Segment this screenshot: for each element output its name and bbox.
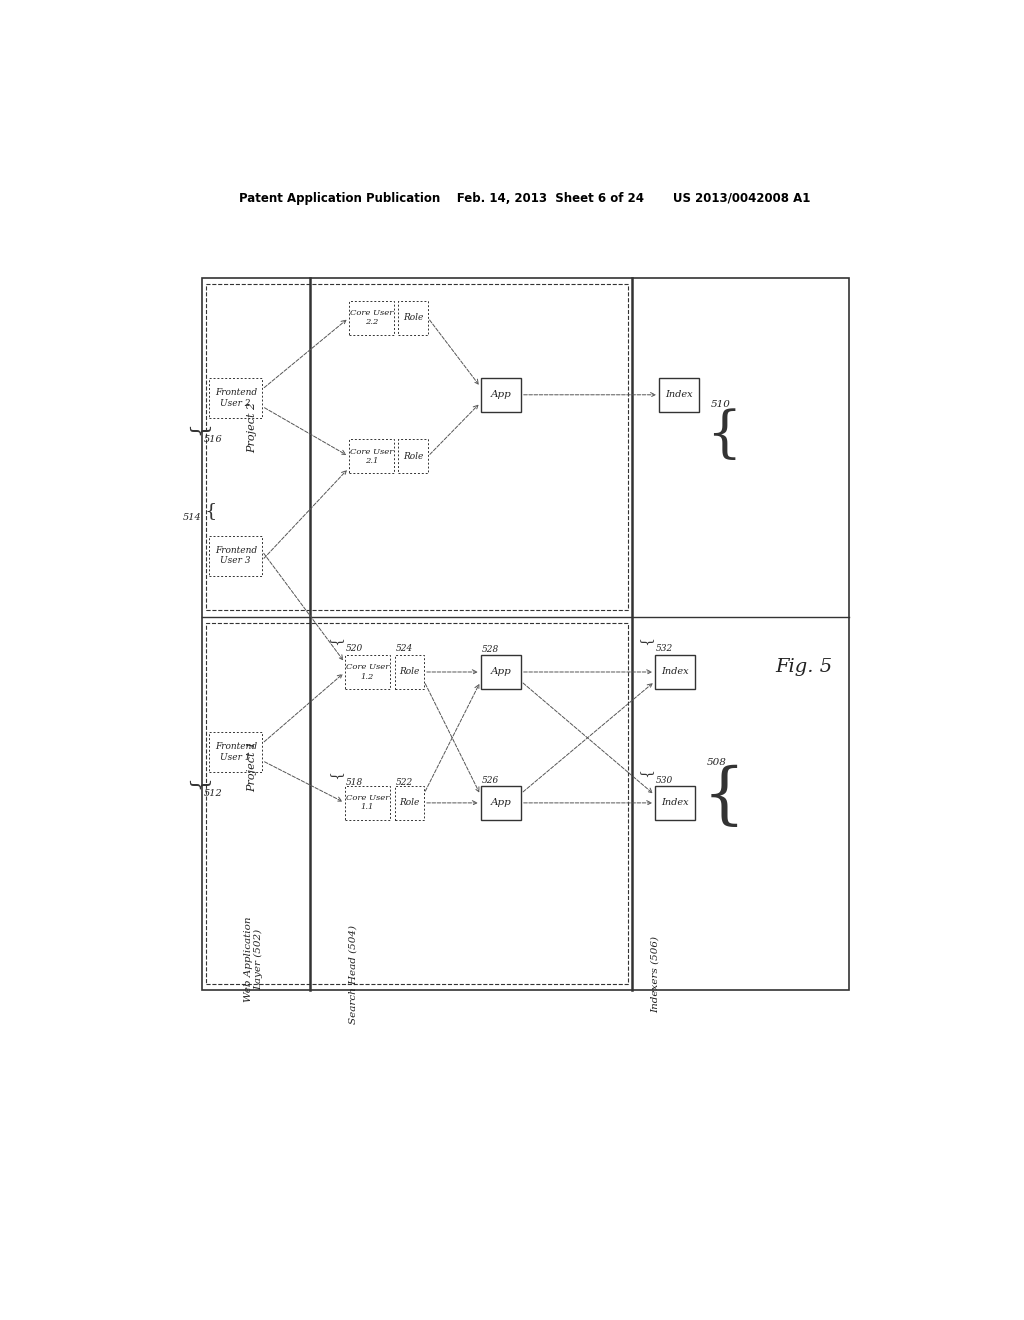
Text: App: App — [490, 799, 511, 808]
Bar — [480, 785, 521, 820]
Text: Core User
1.2: Core User 1.2 — [346, 664, 389, 681]
Text: Index: Index — [662, 799, 689, 808]
Text: 512: 512 — [204, 789, 222, 799]
Bar — [209, 378, 262, 418]
Text: 508: 508 — [707, 759, 727, 767]
Bar — [209, 733, 262, 772]
Bar — [345, 785, 390, 820]
Text: 516: 516 — [204, 436, 222, 444]
Text: Core User
2.2: Core User 2.2 — [350, 309, 393, 326]
Bar — [202, 277, 849, 990]
Text: 522: 522 — [395, 777, 413, 787]
Bar — [345, 655, 390, 689]
Text: }: } — [638, 770, 652, 779]
Bar — [349, 301, 394, 335]
Text: {: { — [702, 764, 744, 830]
Text: 532: 532 — [655, 644, 673, 653]
Text: Patent Application Publication    Feb. 14, 2013  Sheet 6 of 24       US 2013/004: Patent Application Publication Feb. 14, … — [240, 191, 810, 205]
Bar — [480, 378, 521, 412]
Text: }: } — [328, 771, 342, 780]
Text: Role: Role — [399, 799, 420, 808]
Text: Fig. 5: Fig. 5 — [775, 657, 833, 676]
Bar — [655, 655, 695, 689]
Bar — [394, 655, 424, 689]
Text: Role: Role — [403, 451, 423, 461]
Text: Core User
1.1: Core User 1.1 — [346, 795, 389, 812]
Text: Frontend
User 2: Frontend User 2 — [215, 388, 257, 408]
Bar — [394, 785, 424, 820]
Text: }: } — [638, 639, 652, 647]
Text: 528: 528 — [481, 645, 499, 655]
Text: Index: Index — [662, 668, 689, 676]
Text: Role: Role — [403, 313, 423, 322]
Text: Search Head (504): Search Head (504) — [348, 925, 357, 1024]
Bar — [398, 440, 428, 474]
Text: App: App — [490, 668, 511, 676]
Bar — [209, 536, 262, 576]
Text: Indexers (506): Indexers (506) — [650, 936, 659, 1014]
Bar — [655, 785, 695, 820]
Bar — [658, 378, 699, 412]
Text: {: { — [205, 502, 217, 520]
Text: {: { — [707, 408, 741, 463]
Text: Core User
2.1: Core User 2.1 — [350, 447, 393, 465]
Text: 510: 510 — [711, 400, 731, 409]
Text: 514: 514 — [183, 512, 202, 521]
Text: 524: 524 — [395, 644, 413, 653]
Bar — [206, 623, 628, 983]
Text: }: } — [185, 779, 207, 793]
Text: }: } — [328, 639, 342, 647]
Text: Frontend
User 1: Frontend User 1 — [215, 742, 257, 762]
Text: Project 1: Project 1 — [247, 741, 257, 792]
Text: Role: Role — [399, 668, 420, 676]
Text: 518: 518 — [346, 777, 364, 787]
Text: 530: 530 — [655, 776, 673, 785]
Bar — [206, 284, 628, 610]
Text: Index: Index — [666, 391, 693, 399]
Text: 526: 526 — [481, 776, 499, 785]
Text: App: App — [490, 391, 511, 399]
Text: Web Application
Layer (502): Web Application Layer (502) — [244, 916, 263, 1002]
Text: 520: 520 — [346, 644, 364, 653]
Text: Frontend
User 3: Frontend User 3 — [215, 546, 257, 565]
Text: }: } — [185, 425, 207, 438]
Text: Project 2: Project 2 — [247, 403, 257, 454]
Bar — [480, 655, 521, 689]
Bar — [398, 301, 428, 335]
Bar — [349, 440, 394, 474]
